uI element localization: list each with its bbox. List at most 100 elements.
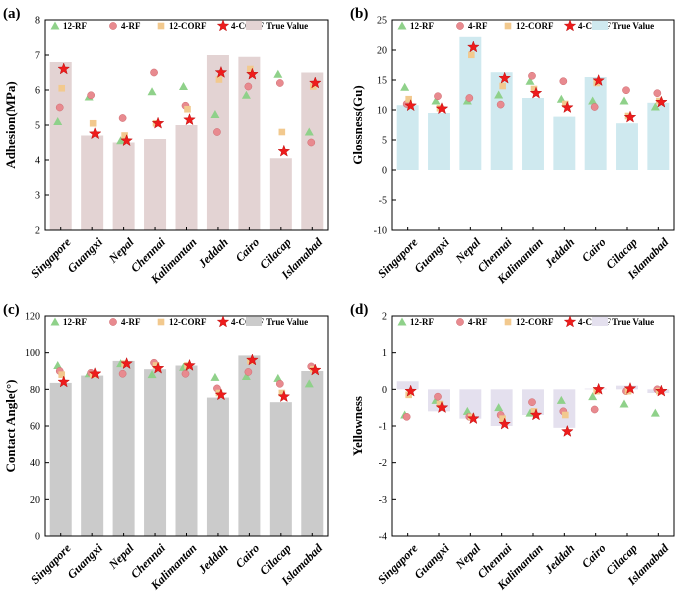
y-axis-label: Adhesion(MPa) (3, 81, 18, 168)
marker-12-rf (494, 403, 504, 412)
marker-4-corf (214, 65, 228, 78)
marker-12-corf (215, 76, 223, 83)
y-axis-label: Contact Angle(°) (3, 380, 18, 473)
true-value-bar (238, 355, 261, 536)
true-value-bar (206, 55, 229, 230)
marker-4-rf (528, 71, 536, 80)
y-tick-label: 0 (35, 532, 40, 543)
true-value-bar (81, 135, 104, 230)
marker-12-rf (241, 90, 251, 99)
marker-4-rf (528, 398, 536, 407)
y-tick-label: 15 (377, 76, 387, 87)
legend-label: 12-CORF (516, 317, 554, 327)
marker-12-rf (525, 76, 535, 85)
marker-4-rf (653, 89, 662, 98)
marker-4-corf (498, 71, 511, 84)
marker-4-corf (529, 86, 543, 99)
marker-4-corf (151, 361, 165, 374)
legend-marker-12-corf (157, 22, 165, 30)
marker-4-corf (246, 353, 259, 366)
legend-marker-12-rf (50, 317, 60, 326)
marker-4-rf (55, 103, 64, 112)
marker-12-corf (247, 65, 254, 73)
marker-4-corf (183, 358, 196, 371)
true-value-bar (301, 371, 324, 536)
legend-label: 12-RF (63, 317, 87, 327)
marker-4-corf (88, 127, 102, 140)
legend-label: True Value (612, 21, 654, 31)
y-tick-label: 6 (35, 86, 40, 97)
y-tick-label: -3 (379, 495, 387, 506)
marker-12-corf (436, 400, 444, 408)
legend-marker-4-corf (563, 19, 577, 32)
marker-4-corf (467, 40, 480, 53)
marker-12-rf (650, 102, 660, 111)
marker-12-rf (179, 362, 188, 371)
x-tick-label: Jeddah (541, 235, 577, 271)
marker-4-corf (435, 102, 449, 115)
marker-4-rf (434, 392, 442, 401)
x-tick-label: Singapore (28, 235, 74, 281)
y-tick-label: 4 (35, 156, 40, 167)
true-value-bar (49, 62, 72, 230)
true-value-bar (396, 105, 419, 170)
marker-4-rf (118, 369, 127, 378)
marker-12-rf (116, 136, 126, 145)
marker-4-rf (181, 369, 190, 378)
marker-12-corf (278, 128, 286, 136)
panel-label: (d) (350, 302, 368, 318)
marker-12-corf (468, 51, 475, 59)
true-value-bar (553, 116, 576, 170)
legend-marker-4-corf (563, 315, 577, 328)
legend-label: 12-RF (410, 21, 434, 31)
legend-marker-4-rf (456, 318, 464, 326)
marker-12-rf (304, 127, 314, 136)
marker-4-corf (404, 384, 417, 397)
marker-12-rf (588, 392, 598, 401)
true-value-bar (238, 56, 261, 230)
true-value-bar (206, 397, 229, 536)
marker-4-rf (590, 103, 599, 111)
y-tick-label: 5 (35, 121, 40, 132)
marker-4-corf (435, 401, 449, 413)
marker-4-corf (467, 412, 480, 424)
marker-4-corf (404, 99, 417, 112)
y-tick-label: 7 (35, 51, 40, 62)
y-tick-label: -10 (374, 226, 387, 237)
legend-marker-12-rf (397, 317, 407, 326)
marker-4-corf (246, 67, 259, 80)
y-tick-label: 10 (377, 106, 387, 117)
legend-marker-4-rf (109, 318, 117, 326)
marker-4-rf (213, 128, 221, 136)
x-tick-label: Jeddah (195, 235, 231, 271)
marker-4-rf (307, 138, 316, 147)
y-tick-label: -2 (379, 458, 387, 469)
y-tick-label: -5 (379, 196, 387, 207)
marker-4-corf (277, 390, 291, 402)
marker-12-rf (431, 96, 441, 105)
legend-marker-12-corf (157, 318, 165, 326)
marker-12-rf (619, 96, 629, 105)
true-value-bar (144, 139, 167, 230)
plot-frame (391, 315, 675, 537)
true-value-bar (647, 102, 670, 170)
y-tick-label: 60 (30, 422, 40, 433)
y-tick-label: 20 (30, 495, 40, 506)
true-value-bar (144, 369, 167, 536)
marker-12-corf (152, 362, 160, 369)
marker-4-corf (623, 110, 637, 123)
legend-label: 4-RF (468, 21, 488, 31)
legend-label: 12-CORF (169, 21, 207, 31)
marker-12-rf (273, 69, 283, 78)
marker-4-rf (87, 91, 96, 100)
y-tick-label: -4 (379, 532, 387, 543)
y-tick-label: -1 (379, 422, 387, 433)
legend-marker-4-rf (456, 22, 464, 30)
x-tick-label: Guangxi (411, 235, 452, 276)
legend-label: True Value (612, 317, 654, 327)
marker-12-rf (210, 372, 220, 381)
legend-swatch-true-value (592, 317, 608, 326)
